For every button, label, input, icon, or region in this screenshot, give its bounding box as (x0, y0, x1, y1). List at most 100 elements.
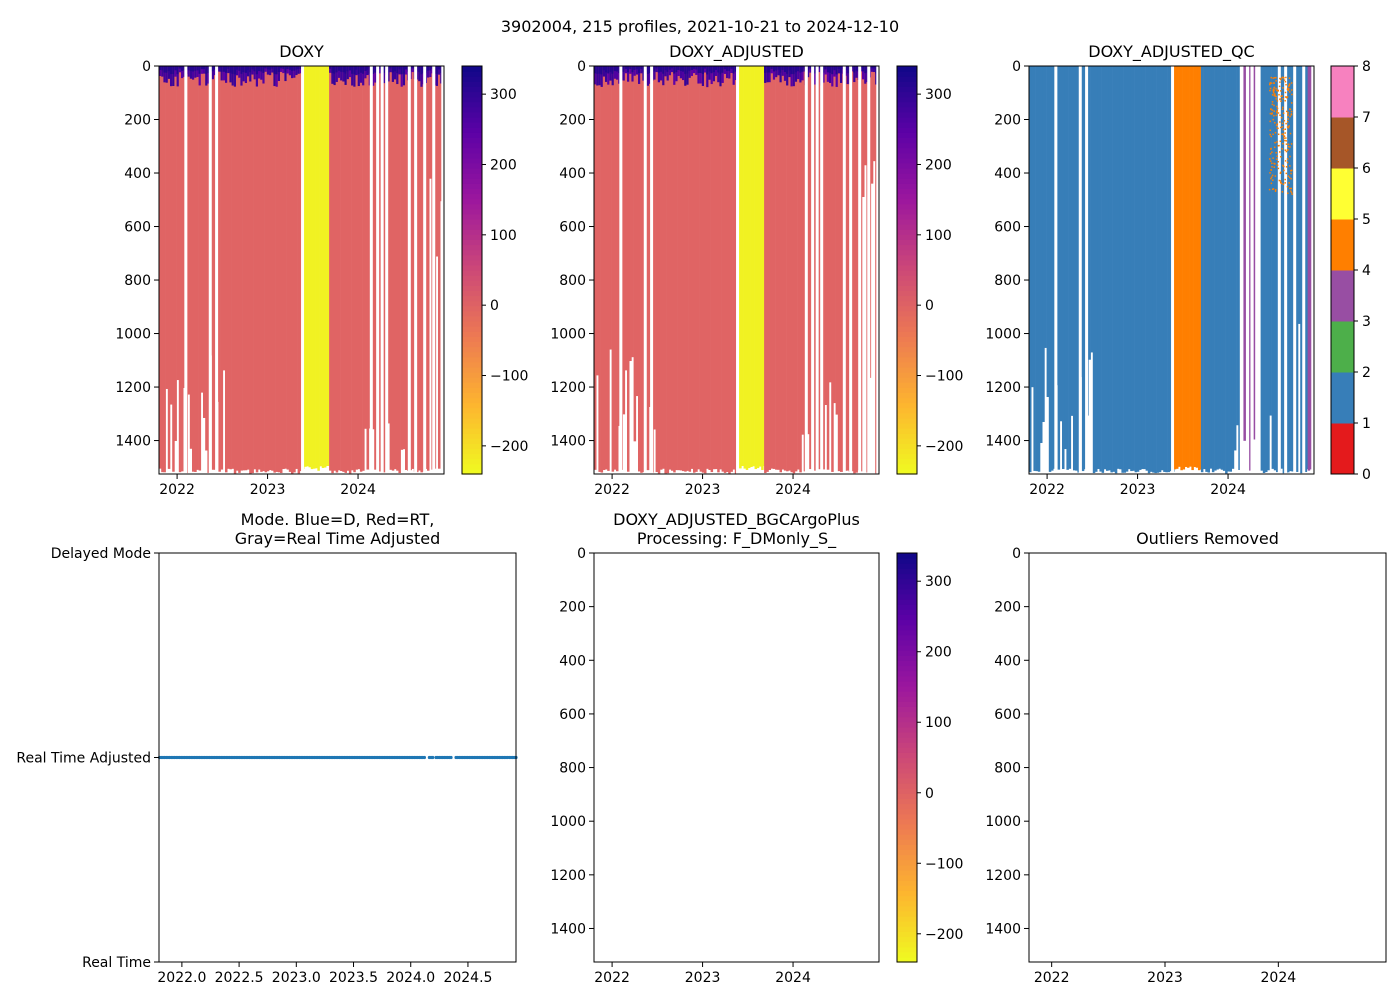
colorbar-gradient (897, 563, 917, 569)
qc-flag-point (1271, 101, 1274, 103)
profile-column (664, 66, 667, 474)
data-gap (619, 66, 623, 474)
profile-column (1048, 66, 1052, 472)
profile-column (159, 66, 162, 469)
qc-flag-point (1273, 121, 1276, 124)
qc-flag-point (1272, 133, 1274, 136)
surface-high-values (366, 66, 369, 76)
colorbar-gradient (897, 905, 917, 912)
y-tick-label: 1200 (115, 380, 151, 396)
surface-high-values (721, 66, 725, 73)
surface-high-values (264, 66, 268, 69)
colorbar-gradient (897, 254, 917, 261)
profile-column (333, 66, 336, 471)
qc-flag-point (1275, 80, 1277, 82)
profile-column (220, 66, 224, 470)
colorbar-gradient (897, 609, 917, 615)
qc-flag-point (1288, 182, 1290, 184)
profile-column (1309, 66, 1313, 470)
profile-column (671, 66, 674, 471)
colorbar-gradient (462, 117, 482, 123)
profile-column (1141, 66, 1144, 470)
surface-high-values (398, 66, 401, 75)
surface-high-values (864, 66, 867, 74)
profile-column (668, 66, 672, 470)
qc-flag-point (1270, 82, 1273, 84)
surface-high-values (730, 66, 733, 73)
qc-flag-point (1279, 77, 1281, 80)
surface-high-values (688, 66, 692, 78)
colorbar-tick-label: 8 (1362, 59, 1371, 75)
profile-column (768, 66, 771, 470)
colorbar-gradient (897, 675, 917, 682)
colorbar-gradient (462, 249, 482, 256)
profile-column (873, 66, 876, 162)
profile-column (178, 66, 182, 473)
profile-column (605, 66, 608, 470)
y-tick-label: 800 (994, 761, 1021, 777)
profile-column (831, 66, 834, 472)
surface-high-values (220, 66, 224, 72)
data-gap (811, 66, 815, 474)
qc-flag-point (1271, 162, 1273, 165)
profile-column (779, 66, 782, 473)
profile-column (1287, 66, 1290, 473)
colorbar-gradient (897, 259, 917, 266)
colorbar-gradient (897, 66, 917, 72)
surface-high-values (594, 66, 597, 85)
surface-high-values (840, 66, 843, 83)
profile-column (770, 66, 774, 469)
qc-flag-point (1273, 166, 1275, 168)
colorbar-gradient (897, 208, 917, 215)
colorbar-gradient (897, 366, 917, 373)
profile-column (207, 66, 210, 473)
profile-column (653, 66, 656, 430)
profile-column (640, 66, 643, 473)
qc-flag-point (1268, 188, 1271, 191)
surface-high-values (728, 66, 731, 72)
surface-high-values (205, 66, 208, 86)
qc-flag-point (1273, 86, 1276, 89)
colorbar-gradient (897, 351, 917, 358)
surface-high-values (607, 66, 610, 74)
surface-high-values (807, 66, 810, 71)
subplot-title: Outliers Removed (1136, 529, 1279, 548)
surface-high-values (159, 66, 162, 76)
colorbar-gradient (897, 229, 917, 235)
surface-high-values (396, 66, 399, 85)
colorbar-gradient (462, 305, 482, 312)
colorbar-tick-label: 300 (925, 87, 952, 103)
surface-high-values (427, 66, 430, 71)
profile-column (1184, 66, 1188, 467)
colorbar-gradient (462, 443, 482, 450)
surface-high-values (671, 66, 674, 73)
colorbar-gradient (897, 583, 917, 590)
data-gap (1054, 66, 1058, 474)
surface-high-values (766, 66, 769, 83)
profile-column (1304, 66, 1308, 473)
surface-high-values (730, 66, 733, 69)
surface-high-values (766, 66, 769, 73)
colorbar-gradient (897, 936, 917, 943)
colorbar-gradient (897, 275, 917, 281)
qc-flag-point (1290, 114, 1293, 116)
colorbar-gradient (897, 726, 917, 733)
profile-column (1062, 66, 1065, 470)
surface-high-values (176, 66, 180, 87)
qc-flag-point (1271, 113, 1273, 115)
surface-high-values (348, 66, 352, 71)
qc-flag-point (1282, 97, 1284, 100)
surface-high-values (657, 66, 661, 83)
surface-high-values (225, 66, 228, 83)
surface-high-values (280, 66, 283, 72)
qc-flag-point (1280, 95, 1282, 98)
profile-column (662, 66, 665, 469)
surface-high-values (271, 66, 274, 73)
qc-flag-point (1287, 114, 1289, 117)
surface-high-values (240, 66, 243, 74)
colorbar-tick-label: 4 (1362, 263, 1371, 279)
y-tick-label: 0 (142, 59, 151, 75)
profile-column (181, 66, 184, 472)
qc-flag-point (1270, 176, 1273, 178)
qc-flag-point (1269, 172, 1271, 174)
